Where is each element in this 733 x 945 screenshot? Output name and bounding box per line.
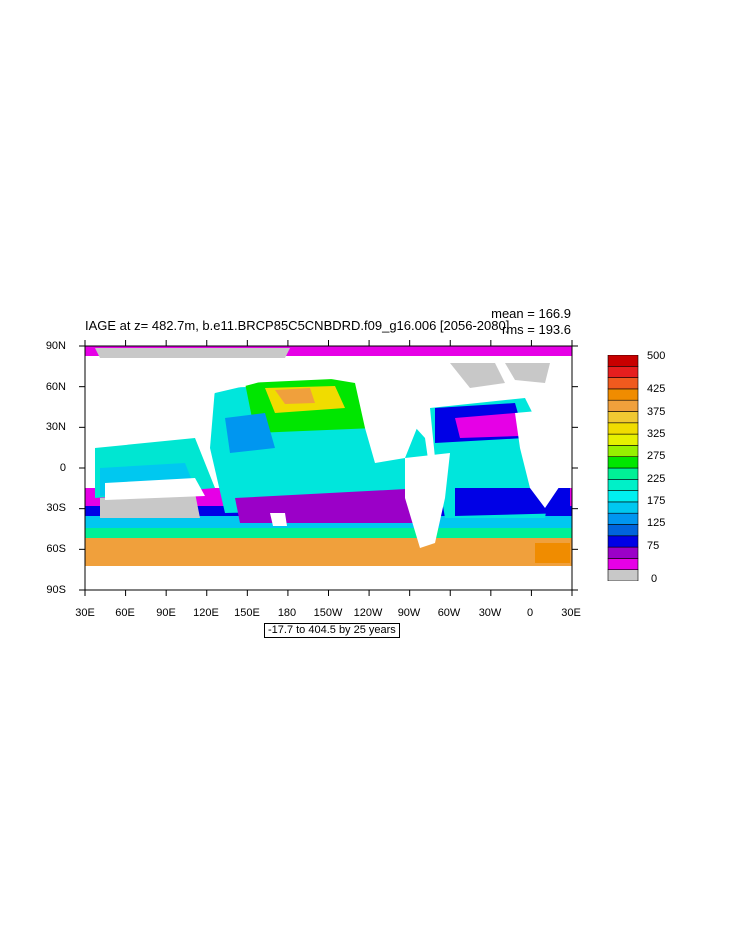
- map-ticks: [79, 340, 578, 596]
- colorbar-swatch: [607, 524, 639, 537]
- colorbar-swatch: [607, 467, 639, 480]
- colorbar-swatch: [607, 411, 639, 424]
- colorbar-label-0: 0: [651, 573, 658, 585]
- lon-label-30w: 30W: [478, 607, 502, 619]
- plot-title: IAGE at z= 482.7m, b.e11.BRCP85C5CNBDRD.…: [85, 318, 510, 333]
- colorbar: [607, 355, 639, 581]
- colorbar-swatch: [607, 422, 639, 435]
- africa-land: [515, 408, 572, 508]
- lat-label-90n: 90N: [45, 340, 66, 352]
- lon-label-90w: 90W: [397, 607, 421, 619]
- lon-label-60e: 60E: [115, 607, 135, 619]
- lon-label-180: 180: [277, 607, 297, 619]
- colorbar-swatch: [607, 377, 639, 390]
- lon-label-120e: 120E: [193, 607, 219, 619]
- australia-missing: [100, 493, 200, 518]
- lon-label-150e: 150E: [234, 607, 260, 619]
- lon-label-30e-right: 30E: [561, 607, 581, 619]
- colorbar-label-75: 75: [647, 540, 660, 552]
- colorbar-label-125: 125: [647, 517, 666, 529]
- lat-label-90s: 90S: [46, 584, 66, 596]
- colorbar-swatch: [607, 366, 639, 378]
- colorbar-swatch: [607, 546, 639, 559]
- colorbar-swatch: [607, 479, 639, 491]
- lat-label-60n: 60N: [45, 381, 66, 393]
- colorbar-label-425: 425: [647, 383, 666, 395]
- lon-label-150w: 150W: [313, 607, 343, 619]
- arctic-missing: [95, 348, 290, 358]
- colorbar-swatch: [607, 433, 639, 446]
- lon-label-120w: 120W: [353, 607, 383, 619]
- lat-label-30n: 30N: [45, 421, 66, 433]
- north-pacific-orange: [275, 388, 315, 404]
- colorbar-swatch: [607, 456, 639, 469]
- colorbar-swatch: [607, 490, 639, 503]
- colorbar-label-275: 275: [647, 450, 666, 462]
- lon-label-60w: 60W: [437, 607, 461, 619]
- band-antarctic-orange: [85, 538, 572, 566]
- colorbar-swatch: [607, 535, 639, 548]
- colorbar-swatch: [607, 512, 639, 525]
- lat-label-60s: 60S: [46, 543, 66, 555]
- colorbar-label-375: 375: [647, 406, 666, 418]
- antarctica-land: [85, 578, 572, 590]
- rms-value: rms = 193.6: [501, 322, 571, 337]
- colorbar-swatch: [607, 569, 639, 581]
- colorbar-label-500: 500: [647, 350, 666, 362]
- lon-label-0: 0: [526, 607, 534, 619]
- colorbar-swatch: [607, 445, 639, 458]
- weddell-orange: [535, 543, 570, 563]
- colorbar-swatch: [607, 355, 639, 367]
- west-pacific-blue: [225, 413, 275, 453]
- lat-label-0: 0: [59, 462, 66, 474]
- colorbar-swatch: [607, 399, 639, 412]
- ocean-age-map: [79, 340, 578, 596]
- colorbar-label-325: 325: [647, 428, 666, 440]
- colorbar-swatch: [607, 388, 639, 401]
- north-atlantic-magenta: [455, 413, 520, 438]
- band-southern-green: [85, 528, 572, 538]
- new-zealand-land: [270, 513, 287, 526]
- mean-value: mean = 166.9: [491, 306, 571, 321]
- eurasia-land: [85, 358, 290, 433]
- hudson-missing: [450, 363, 505, 388]
- south-america-land: [405, 453, 450, 548]
- colorbar-label-175: 175: [647, 495, 666, 507]
- baffin-missing: [505, 363, 550, 383]
- colorbar-swatch: [607, 501, 639, 514]
- contour-range-label: -17.7 to 404.5 by 25 years: [264, 623, 400, 638]
- colorbar-swatch: [607, 558, 639, 570]
- north-america-land: [315, 358, 445, 463]
- australia-land: [105, 478, 205, 500]
- lat-label-30s: 30S: [46, 502, 66, 514]
- colorbar-label-225: 225: [647, 473, 666, 485]
- lon-label-90e: 90E: [156, 607, 176, 619]
- lon-label-30e: 30E: [75, 607, 95, 619]
